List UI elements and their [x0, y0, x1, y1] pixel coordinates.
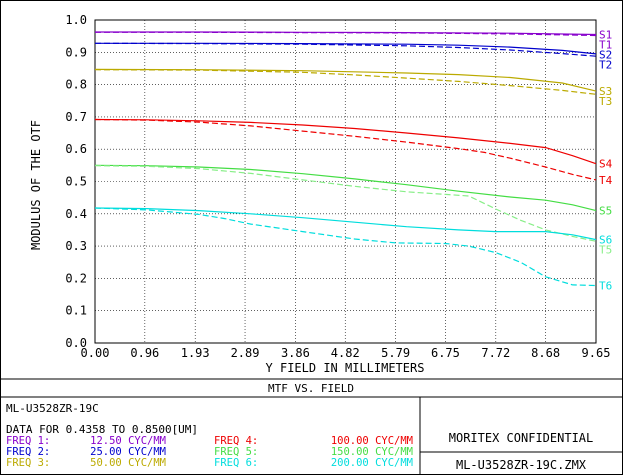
- freq-label: FREQ 4:: [214, 435, 258, 447]
- end-label-t6: T6: [599, 280, 612, 293]
- x-tick-label: 7.72: [481, 346, 510, 360]
- x-tick-label: 3.86: [281, 346, 310, 360]
- end-label-s3: S3: [599, 85, 612, 98]
- series-line-s4: [94, 118, 597, 165]
- end-label-s1: S1: [599, 29, 612, 42]
- y-axis-label: MODULUS OF THE OTF: [29, 120, 43, 250]
- file-name: ML-U3528ZR-19C.ZMX: [456, 458, 587, 472]
- freq-label: FREQ 1:: [6, 435, 50, 447]
- end-label-t3: T3: [599, 95, 612, 108]
- freq-value: 25.00 CYC/MM: [90, 446, 166, 458]
- end-label-s2: S2: [599, 49, 612, 62]
- freq-value: 100.00 CYC/MM: [331, 435, 413, 447]
- panel-title: MTF VS. FIELD: [268, 382, 354, 395]
- y-tick-label: 0.2: [65, 271, 87, 285]
- x-tick-label: 5.79: [381, 346, 410, 360]
- grid-lines: [95, 20, 596, 343]
- series-line-t4: [94, 118, 597, 181]
- series-line-t6: [94, 207, 597, 287]
- freq-value: 50.00 CYC/MM: [90, 457, 166, 469]
- x-tick-label: 2.89: [231, 346, 260, 360]
- x-tick-label: 6.75: [431, 346, 460, 360]
- freq-label: FREQ 2:: [6, 446, 50, 458]
- y-tick-label: 0.6: [65, 142, 87, 156]
- lens-name: ML-U3528ZR-19C: [6, 402, 99, 415]
- series-line-t5: [94, 165, 597, 242]
- freq-label: FREQ 5:: [214, 446, 258, 458]
- series-line-t2: [94, 42, 597, 57]
- frequency-legend: FREQ 1: 12.50 CYC/MM FREQ 2: 25.00 CYC/MM FR…: [6, 435, 413, 469]
- end-label-t4: T4: [599, 174, 613, 187]
- series-lines: [94, 31, 597, 287]
- confidential-label: MORITEX CONFIDENTIAL: [449, 431, 594, 445]
- x-tick-label: 1.93: [181, 346, 210, 360]
- y-tick-label: 0.1: [65, 304, 87, 318]
- end-label-s4: S4: [599, 158, 613, 171]
- y-tick-label: 0.5: [65, 175, 87, 189]
- end-label-t5: T5: [599, 244, 612, 257]
- x-tick-label: 0.96: [130, 346, 159, 360]
- end-label-t1: T1: [599, 39, 612, 52]
- y-tick-label: 0.0: [65, 336, 87, 350]
- x-tick-label: 9.65: [582, 346, 611, 360]
- freq-label: FREQ 3:: [6, 457, 50, 469]
- end-label-s6: S6: [599, 234, 612, 247]
- series-line-t1: [95, 31, 597, 37]
- y-tick-label: 0.7: [65, 110, 87, 124]
- plot-area: 0.00.10.20.30.40.50.60.70.80.91.0 0.00 0.…: [29, 13, 613, 375]
- freq-value: 200.00 CYC/MM: [331, 457, 413, 469]
- x-tick-label: 8.68: [531, 346, 560, 360]
- y-tick-label: 0.9: [65, 45, 87, 59]
- freq-value: 150.00 CYC/MM: [331, 446, 413, 458]
- series-line-s6: [94, 207, 597, 241]
- x-tick-label: 4.82: [331, 346, 360, 360]
- freq-value: 12.50 CYC/MM: [90, 435, 166, 447]
- freq-label: FREQ 6:: [214, 457, 258, 469]
- x-tick-label: 0.00: [81, 346, 110, 360]
- series-line-s5: [94, 164, 597, 212]
- end-label-s5: S5: [599, 205, 612, 218]
- series-line-t3: [94, 69, 597, 95]
- wavelength-line: DATA FOR 0.4358 TO 0.8500[UM]: [6, 423, 198, 436]
- y-tick-label: 1.0: [65, 13, 87, 27]
- y-tick-label: 0.8: [65, 78, 87, 92]
- x-tick-labels: 0.00 0.96 1.93 2.89 3.86 4.82 5.79 6.75 7.72 8.68…: [81, 346, 611, 360]
- y-tick-label: 0.4: [65, 207, 87, 221]
- end-label-t2: T2: [599, 59, 612, 72]
- y-tick-label: 0.3: [65, 239, 87, 253]
- y-tick-labels: 0.0 0.1 0.2 0.3 0.4 0.5 0.6 0.7 0.8 0.9 1.0: [65, 13, 87, 350]
- info-panel: MTF VS. FIELD ML-U3528ZR-19C DATA FOR 0.…: [0, 378, 623, 475]
- x-axis-label: Y FIELD IN MILLIMETERS: [266, 361, 425, 375]
